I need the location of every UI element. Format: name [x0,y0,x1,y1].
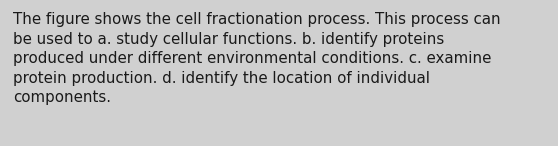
Text: The figure shows the cell fractionation process. This process can
be used to a. : The figure shows the cell fractionation … [13,12,501,105]
